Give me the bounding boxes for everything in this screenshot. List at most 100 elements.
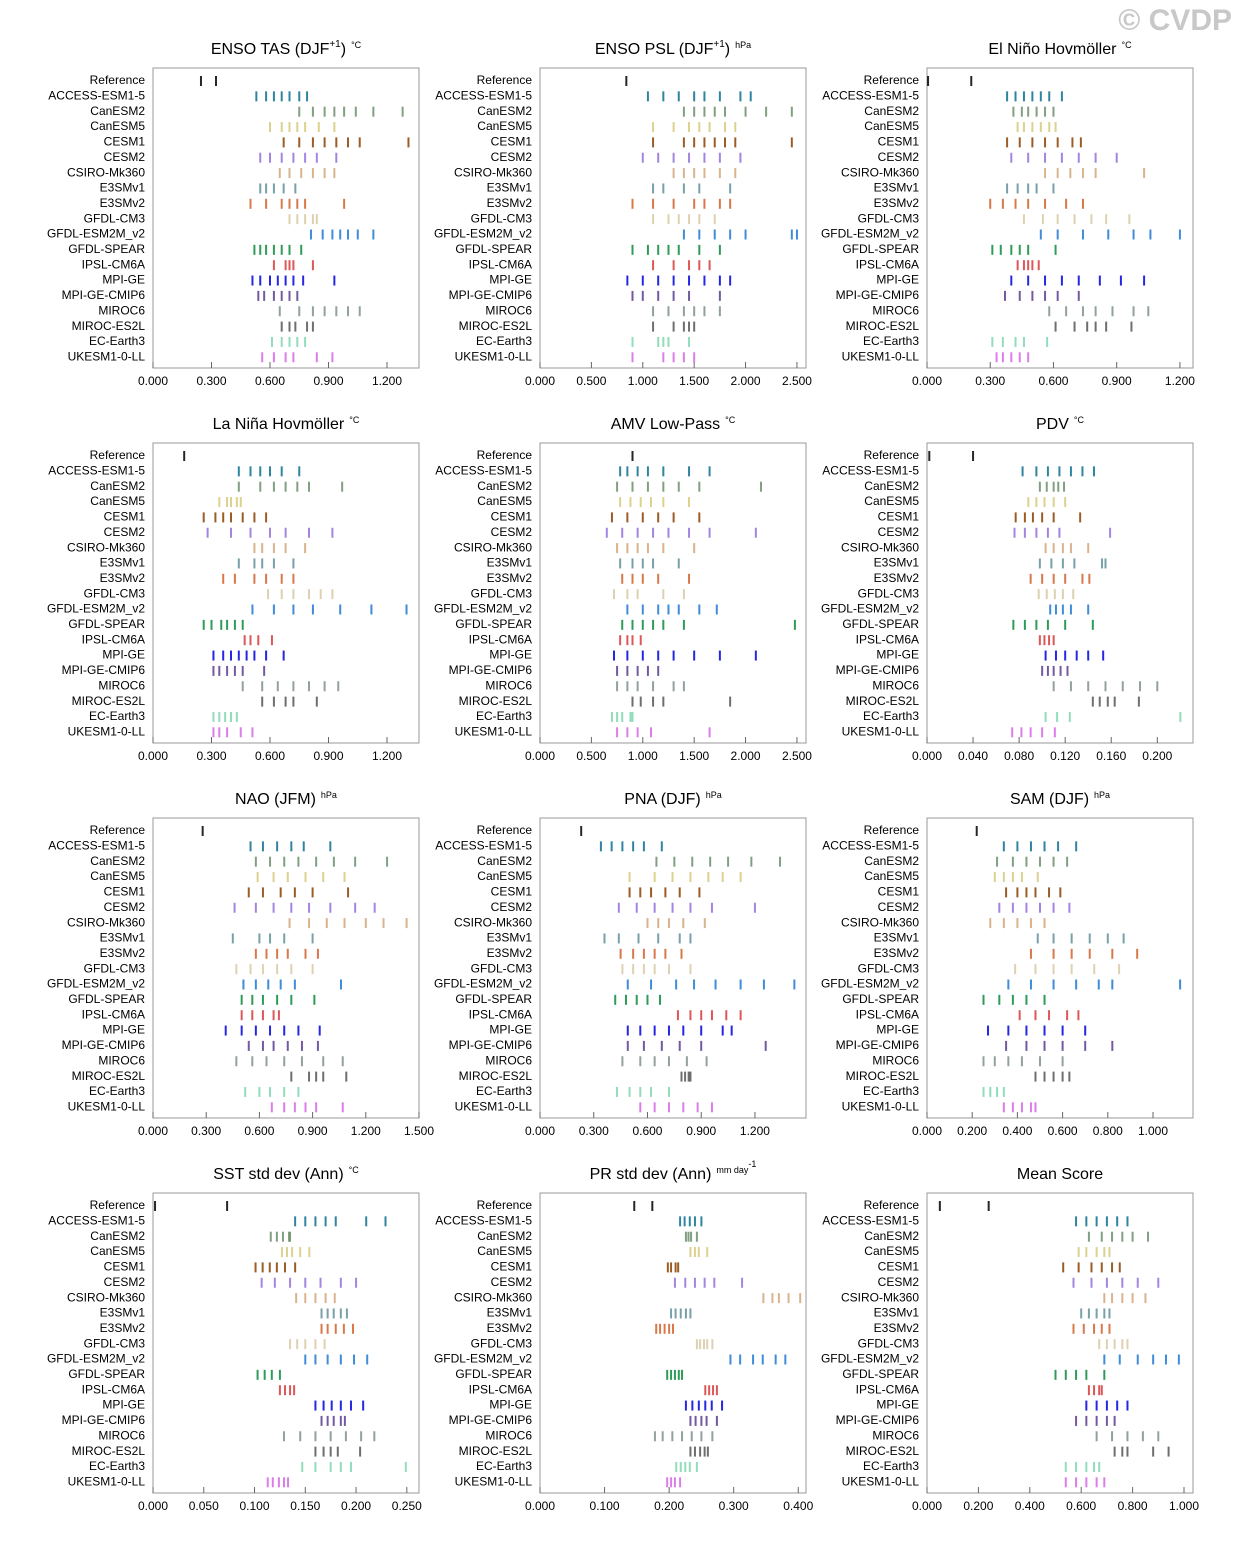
row-label: MIROC6 [485,303,532,317]
row-label: CanESM5 [477,1244,532,1258]
row-label: E3SMv2 [487,196,533,210]
x-tick-label: 0.300 [196,374,226,388]
row-label: UKESM1-0-LL [842,724,920,738]
title-part: +1 [329,39,341,50]
x-tick-label: 0.300 [196,749,226,763]
chart-title: La Niña Hovmöller °C [213,415,360,433]
row-label: E3SMv2 [874,946,920,960]
row-label: MIROC-ES2L [846,1069,920,1083]
row-label: GFDL-ESM2M_v2 [434,227,532,241]
row-label: E3SMv1 [874,1306,920,1320]
x-tick-label: 2.000 [731,374,761,388]
x-tick-label: 0.000 [912,749,942,763]
x-tick-label: 1.500 [679,374,709,388]
title-part: PR std dev (Ann) [590,1166,712,1183]
row-label: GFDL-ESM2M_v2 [47,227,145,241]
row-label: E3SMv2 [100,946,146,960]
row-label: MIROC6 [98,678,145,692]
row-label: MIROC6 [485,1053,532,1067]
chart-title: PDV °C [1036,415,1085,433]
row-label: CanESM5 [90,119,145,133]
row-label: GFDL-CM3 [858,1336,920,1350]
row-label: MIROC-ES2L [459,319,533,333]
row-label: CESM2 [878,1275,920,1289]
row-label: MPI-GE-CMIP6 [836,1413,920,1427]
title-part: La Niña Hovmöller [213,416,345,433]
units: hPa [706,790,722,800]
units: hPa [321,790,337,800]
x-tick-label: 0.400 [783,1499,813,1513]
row-label: GFDL-CM3 [858,211,920,225]
row-label: EC-Earth3 [89,334,145,348]
row-label: CanESM2 [90,479,145,493]
row-label: MIROC-ES2L [459,1069,533,1083]
title-part: PNA (DJF) [624,791,700,808]
row-label: UKESM1-0-LL [455,349,533,363]
row-label: UKESM1-0-LL [68,724,146,738]
x-tick-label: 0.400 [1002,1124,1032,1138]
x-tick-label: 1.200 [351,1124,381,1138]
row-label: GFDL-CM3 [471,1336,533,1350]
row-label: CESM1 [878,885,920,899]
chart-title: PNA (DJF) hPa [624,790,721,808]
x-tick-label: 0.900 [298,1124,328,1138]
row-label: CSIRO-Mk360 [67,915,145,929]
row-label: IPSL-CM6A [856,1382,919,1396]
row-label: CESM1 [104,1260,146,1274]
row-label: CESM2 [491,525,533,539]
row-label: MIROC6 [485,678,532,692]
row-label: UKESM1-0-LL [68,349,146,363]
row-label: MIROC6 [872,678,919,692]
row-label: IPSL-CM6A [856,257,919,271]
row-label: CanESM5 [864,869,919,883]
row-label: GFDL-SPEAR [455,242,532,256]
row-label: E3SMv2 [100,196,146,210]
row-label: E3SMv1 [100,1306,146,1320]
row-label: ACCESS-ESM1-5 [48,464,145,478]
row-label: EC-Earth3 [476,1084,532,1098]
title-part: El Niño Hovmöller [988,41,1117,58]
row-label: EC-Earth3 [89,709,145,723]
row-label: MIROC-ES2L [72,1444,146,1458]
row-label: CSIRO-Mk360 [67,540,145,554]
units: °C [349,1165,360,1175]
chart-title: Mean Score [1017,1166,1103,1183]
row-label: Reference [90,73,146,87]
row-label: E3SMv2 [487,946,533,960]
row-label: IPSL-CM6A [469,1007,532,1021]
x-tick-label: 0.900 [1102,374,1132,388]
row-label: GFDL-CM3 [84,211,146,225]
row-label: CESM2 [491,150,533,164]
row-label: GFDL-CM3 [471,211,533,225]
row-label: CSIRO-Mk360 [454,915,532,929]
x-tick-label: 0.100 [590,1499,620,1513]
row-label: E3SMv1 [487,556,533,570]
row-label: CESM2 [104,1275,146,1289]
row-label: MPI-GE [489,1398,532,1412]
row-label: GFDL-CM3 [471,961,533,975]
row-label: GFDL-SPEAR [68,617,145,631]
row-label: UKESM1-0-LL [68,1474,146,1488]
row-label: MPI-GE-CMIP6 [62,1413,146,1427]
title-part: ENSO TAS (DJF [211,41,330,58]
row-label: UKESM1-0-LL [455,1099,533,1113]
row-label: CanESM2 [90,104,145,118]
x-tick-label: 0.150 [290,1499,320,1513]
row-label: ACCESS-ESM1-5 [48,1214,145,1228]
row-label: ACCESS-ESM1-5 [435,1214,532,1228]
row-label: E3SMv2 [100,1321,146,1335]
row-label: MPI-GE-CMIP6 [449,288,533,302]
x-tick-label: 0.200 [654,1499,684,1513]
x-tick-label: 1.000 [628,749,658,763]
row-label: EC-Earth3 [863,709,919,723]
row-label: MPI-GE [102,1398,145,1412]
row-label: Reference [864,823,920,837]
title-part: +1 [713,39,725,50]
row-label: CESM2 [104,150,146,164]
x-tick-label: 1.000 [1169,1499,1199,1513]
row-label: IPSL-CM6A [82,1382,145,1396]
row-label: GFDL-ESM2M_v2 [47,1352,145,1366]
row-label: UKESM1-0-LL [68,1099,146,1113]
row-label: GFDL-SPEAR [455,992,532,1006]
row-label: MPI-GE [876,273,919,287]
